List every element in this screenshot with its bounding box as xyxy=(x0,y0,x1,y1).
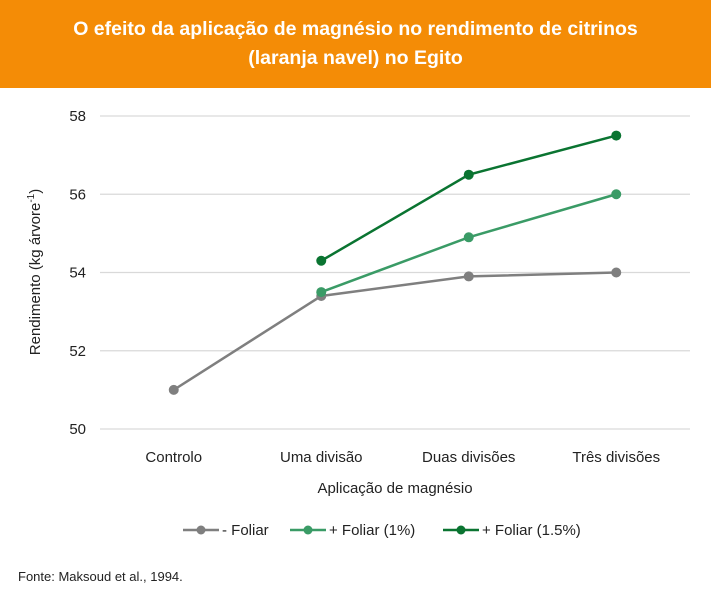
y-tick-label: 56 xyxy=(69,186,86,203)
y-tick-label: 50 xyxy=(69,421,86,438)
x-tick-label: Duas divisões xyxy=(422,449,515,466)
chart-title-line1: O efeito da aplicação de magnésio no ren… xyxy=(73,18,638,40)
data-point xyxy=(316,287,327,298)
data-point xyxy=(463,232,474,243)
data-point xyxy=(611,189,622,200)
series-line-0 xyxy=(173,271,617,391)
legend-marker-1 xyxy=(303,525,313,535)
data-point xyxy=(463,169,474,180)
x-tick-label: Uma divisão xyxy=(280,449,363,466)
data-point xyxy=(316,255,327,266)
y-tick-label: 54 xyxy=(69,265,86,282)
legend-label-0: - Foliar xyxy=(222,522,269,539)
y-axis-label: Rendimento (kg árvore-1) xyxy=(26,189,44,355)
chart-title-banner: O efeito da aplicação de magnésio no ren… xyxy=(0,0,711,88)
legend-label-2: + Foliar (1.5%) xyxy=(482,522,581,539)
y-tick-label: 58 xyxy=(69,108,86,125)
data-point xyxy=(611,267,622,278)
x-axis-label: Aplicação de magnésio xyxy=(317,480,472,497)
data-point xyxy=(168,384,179,395)
legend-marker-0 xyxy=(196,525,206,535)
y-tick-label: 52 xyxy=(69,343,86,360)
chart-title-line2: (laranja navel) no Egito xyxy=(248,47,463,69)
legend-marker-2 xyxy=(456,525,466,535)
data-point xyxy=(611,130,622,141)
x-tick-label: Controlo xyxy=(145,449,202,466)
data-point xyxy=(463,271,474,282)
x-tick-label: Três divisões xyxy=(572,449,660,466)
line-chart: 50 52 54 56 58 Controlo Uma divisão Duas divisõ… xyxy=(26,108,690,539)
legend-label-1: + Foliar (1%) xyxy=(329,522,415,539)
source-note: Fonte: Maksoud et al., 1994. xyxy=(18,569,183,584)
